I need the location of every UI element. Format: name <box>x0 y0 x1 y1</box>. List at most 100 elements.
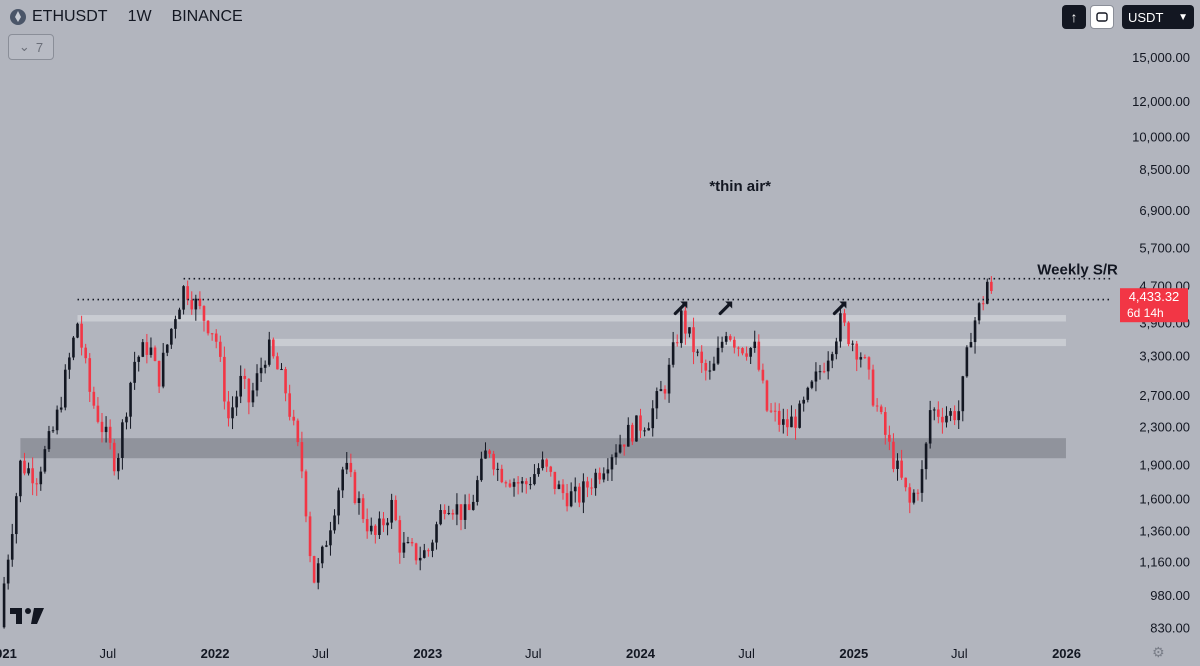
candle-body-2024-07-01 <box>745 353 748 357</box>
candle-body-2023-02-06 <box>447 513 451 515</box>
candle-body-2022-01-24 <box>227 401 230 419</box>
candle-body-2024-02-26 <box>671 342 675 365</box>
x-tick-label: 2023 <box>413 646 442 661</box>
candle-body-2024-09-09 <box>786 419 789 428</box>
candle-body-2022-06-13 <box>308 516 312 557</box>
candle-body-2024-03-18 <box>684 310 687 334</box>
candle-body-2025-01-13 <box>859 357 863 360</box>
candle-body-2024-01-22 <box>651 408 655 429</box>
candle-body-2023-05-22 <box>508 483 512 487</box>
x-tick-label: Jul <box>525 646 542 661</box>
tradingview-logo-icon <box>10 608 44 624</box>
candle-body-2025-05-26 <box>937 409 940 417</box>
candle-body-2024-05-27 <box>724 336 728 342</box>
x-tick-label: 2022 <box>201 646 230 661</box>
candle-body-2022-04-18 <box>276 356 279 370</box>
candle-body-2023-10-23 <box>598 472 602 480</box>
price-axis[interactable]: 18,000.0015,000.0012,000.0010,000.008,50… <box>1132 14 1190 636</box>
candle-body-2021-10-18 <box>170 328 173 345</box>
arrow-head-icon <box>725 301 733 309</box>
candle-body-2024-02-19 <box>667 364 671 394</box>
candle-body-2024-08-19 <box>773 410 777 412</box>
candle-body-2025-01-27 <box>867 357 871 370</box>
candle-body-2022-05-09 <box>288 393 291 417</box>
x-tick-label: 2025 <box>839 646 868 661</box>
candle-body-2023-05-29 <box>512 482 516 487</box>
candle-body-2022-07-11 <box>325 545 328 547</box>
x-tick-label: 2026 <box>1052 646 1081 661</box>
candle-body-2023-03-27 <box>476 480 479 502</box>
candle-body-2023-02-20 <box>455 504 459 515</box>
indicators-collapse-button[interactable]: ⌄ 7 <box>8 34 54 60</box>
candle-body-2022-02-07 <box>235 396 238 408</box>
candle-body-2022-03-21 <box>259 367 263 374</box>
candle-body-2022-04-04 <box>267 339 271 365</box>
sync-button[interactable] <box>1090 5 1114 29</box>
y-tick-label: 980.00 <box>1150 588 1190 603</box>
candle-body-2023-11-06 <box>606 469 610 474</box>
currency-value: USDT <box>1128 9 1164 25</box>
candle-body-2021-03-08 <box>39 471 43 485</box>
candle-body-2025-02-03 <box>871 369 875 406</box>
candle-body-2022-06-27 <box>316 563 320 583</box>
zone-upper-light <box>77 315 1066 322</box>
candle-body-2023-05-01 <box>496 468 500 470</box>
candle-body-2021-04-12 <box>59 407 63 410</box>
arrow-up-icon: ↑ <box>1070 9 1078 25</box>
candle-body-2021-08-02 <box>125 416 128 423</box>
candle-body-2025-03-24 <box>900 460 903 478</box>
candle-body-2025-05-05 <box>924 443 928 470</box>
candle-body-2021-11-08 <box>182 286 185 310</box>
candle-body-2025-08-18 <box>985 281 989 304</box>
arrow-up-button[interactable]: ↑ <box>1062 5 1086 29</box>
indicator-count: 7 <box>35 39 44 55</box>
symbol-header[interactable]: ETHUSDT 1W BINANCE <box>10 6 243 28</box>
candle-body-2021-03-15 <box>43 449 47 472</box>
x-tick-label: 2024 <box>626 646 656 661</box>
currency-select[interactable]: USDT ▼ <box>1122 5 1194 29</box>
time-axis[interactable]: 2021 Jul 2022 Jul 2023 Jul 2024 Jul 2025 Jul 2026 <box>0 646 1081 661</box>
candle-body-2025-03-03 <box>888 434 891 442</box>
candle-body-2022-08-08 <box>341 469 344 491</box>
last-price-label: 4,433.32 <box>1129 289 1180 304</box>
candle-body-2022-07-25 <box>333 515 336 531</box>
candle-body-2021-01-11 <box>6 559 10 584</box>
x-tick-label: Jul <box>312 646 329 661</box>
arrow-head-icon <box>680 301 688 309</box>
candle-body-2021-09-13 <box>149 347 153 355</box>
candle-body-2023-09-11 <box>573 486 577 492</box>
zones-layer <box>20 315 1066 459</box>
candle-body-2022-04-25 <box>280 369 283 371</box>
candle-body-2023-07-24 <box>545 459 548 467</box>
candle-body-2022-08-29 <box>353 472 357 503</box>
candle-body-2022-10-17 <box>382 518 385 526</box>
candle-body-2025-05-19 <box>932 409 936 411</box>
candle-body-2025-04-07 <box>908 487 912 503</box>
candle-body-2024-07-29 <box>761 369 765 381</box>
candle-body-2023-01-23 <box>439 510 442 525</box>
candle-body-2022-01-03 <box>214 333 218 342</box>
candle-body-2023-07-31 <box>549 466 553 472</box>
candle-body-2024-04-01 <box>692 327 695 353</box>
candle-body-2021-09-06 <box>145 342 149 355</box>
weekly-sr-label: Weekly S/R <box>1037 262 1118 279</box>
y-tick-label: 15,000.00 <box>1132 50 1190 65</box>
candle-body-2021-07-26 <box>121 422 124 458</box>
candle-body-2024-12-23 <box>847 322 850 345</box>
gear-icon[interactable]: ⚙ <box>1152 644 1165 660</box>
arrow-marker-3 <box>832 301 847 316</box>
candle-body-2023-06-05 <box>516 482 520 484</box>
candle-body-2021-11-15 <box>186 286 189 301</box>
candle-body-2025-08-04 <box>977 303 981 321</box>
candle-body-2023-11-27 <box>618 444 622 453</box>
symbol-name: ETHUSDT <box>32 8 108 25</box>
candle-body-2024-06-17 <box>737 347 740 349</box>
y-tick-label: 1,900.00 <box>1139 457 1190 472</box>
candle-body-2023-03-20 <box>471 501 475 510</box>
candle-body-2021-08-16 <box>133 361 136 383</box>
candle-body-2021-01-18 <box>10 534 14 560</box>
candle-body-2023-12-11 <box>626 424 630 447</box>
candle-body-2024-08-12 <box>769 410 773 412</box>
candle-body-2022-09-12 <box>361 498 365 520</box>
